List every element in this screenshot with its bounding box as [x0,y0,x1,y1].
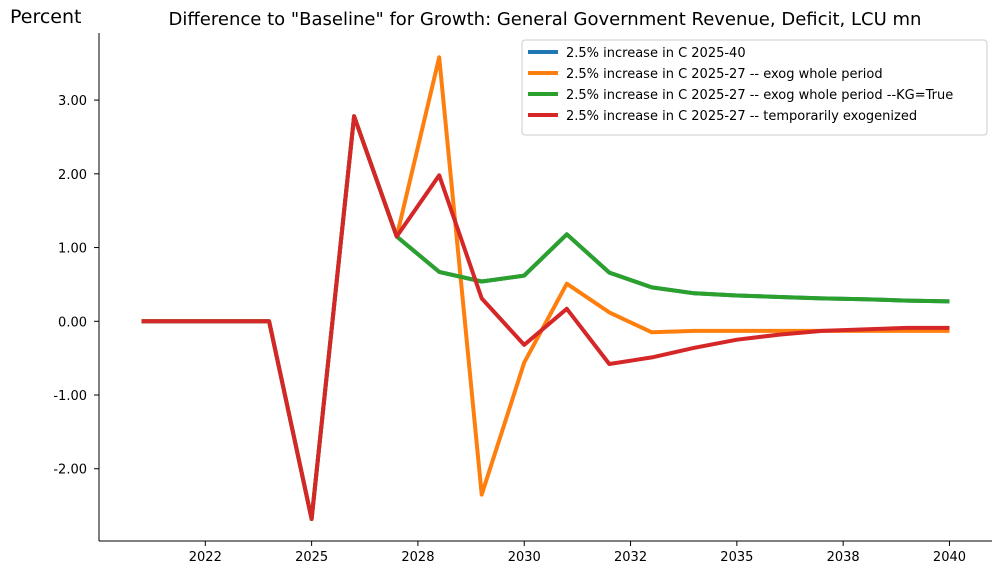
legend-box [521,39,988,136]
y-axis-ticks: -2.00 -1.00 0.00 1.00 2.00 3.00 [53,94,99,478]
series-line-1 [141,114,950,521]
legend-entry-label: 2.5% increase in C 2025-40 [566,46,746,61]
x-tick-label: 2038 [827,550,860,565]
series-line-4 [141,114,950,521]
series-lines [141,55,950,521]
legend-entry-label: 2.5% increase in C 2025-27 -- exog whole… [566,88,953,103]
chart-title: Difference to "Baseline" for Growth: Gen… [169,9,922,30]
x-tick-label: 2028 [401,550,434,565]
legend-entry-label: 2.5% increase in C 2025-27 -- temporaril… [566,109,917,124]
y-tick-label: 2.00 [58,168,87,183]
y-axis-label: Percent [10,6,82,28]
x-tick-label: 2025 [295,550,328,565]
series-line-3 [141,114,950,521]
x-tick-label: 2032 [614,550,647,565]
x-tick-label: 2035 [720,550,753,565]
y-tick-label: 1.00 [58,242,87,257]
y-tick-label: -2.00 [53,463,87,478]
y-tick-label: 0.00 [58,315,87,330]
legend-entry-label: 2.5% increase in C 2025-27 -- exog whole… [566,67,883,82]
legend: 2.5% increase in C 2025-40 2.5% increase … [521,39,988,136]
y-tick-label: -1.00 [53,389,87,404]
x-tick-label: 2030 [508,550,541,565]
x-tick-label: 2022 [189,550,222,565]
x-axis-ticks: 2022 2025 2028 2030 2032 2035 2038 2040 [189,541,966,565]
y-tick-label: 3.00 [58,94,87,109]
x-tick-label: 2040 [933,550,966,565]
